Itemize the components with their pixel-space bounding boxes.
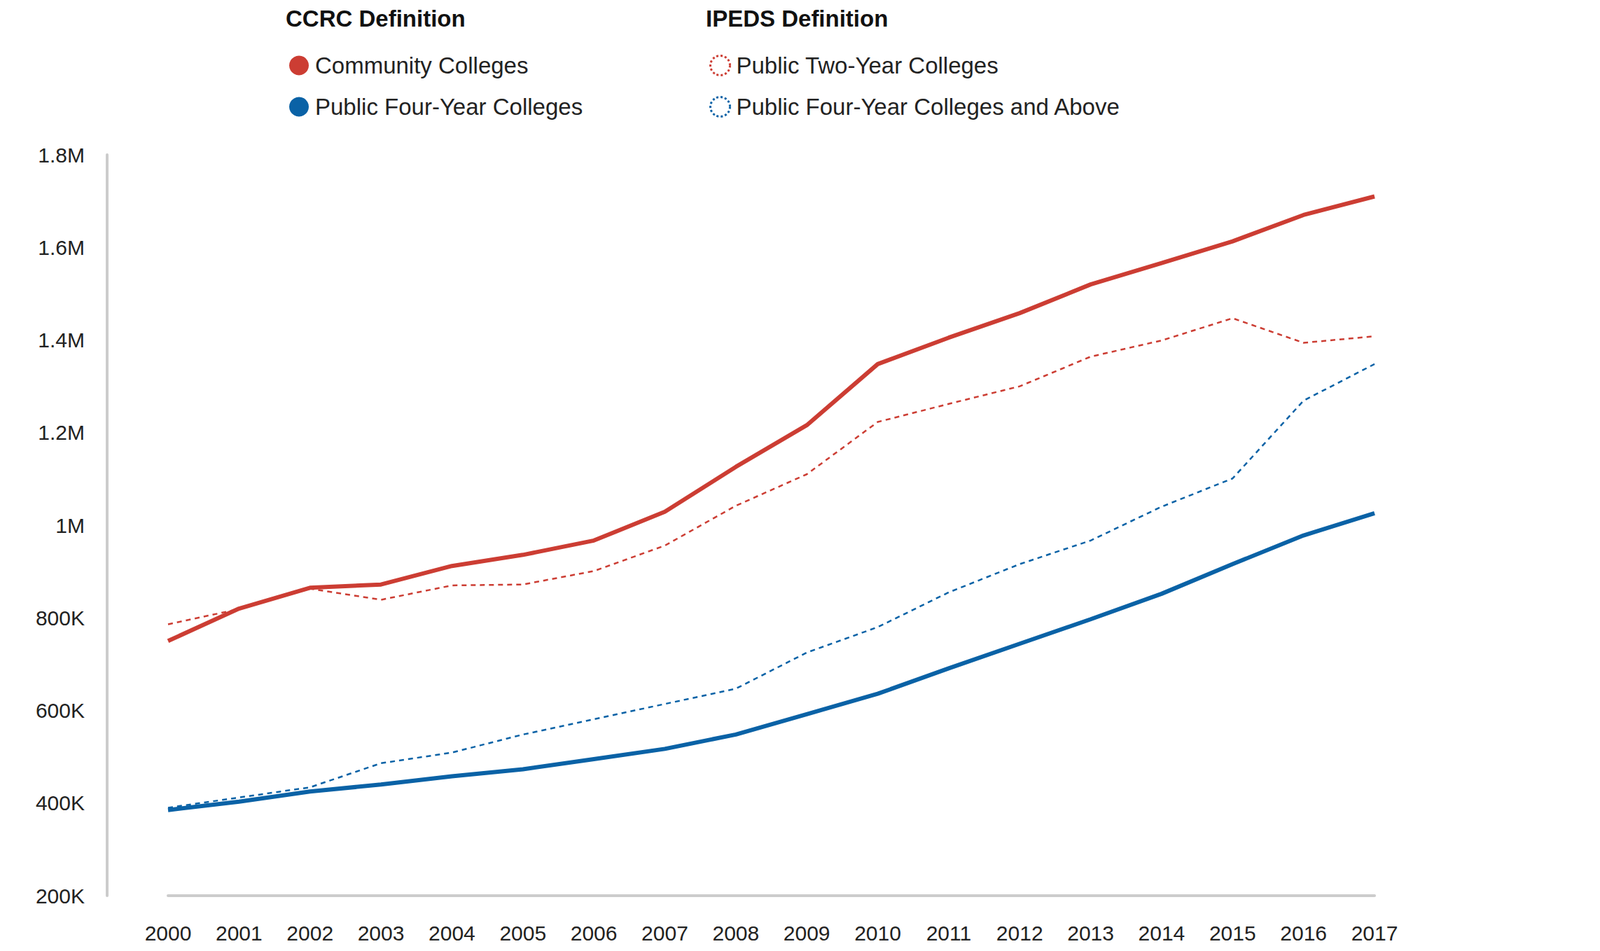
svg-text:2006: 2006 [570, 921, 618, 945]
svg-text:2017: 2017 [1351, 921, 1399, 945]
svg-text:Public Four-Year Colleges and: Public Four-Year Colleges and Above [736, 93, 1120, 120]
svg-text:2008: 2008 [712, 921, 760, 945]
svg-text:1.6M: 1.6M [37, 235, 85, 260]
svg-text:2011: 2011 [926, 921, 972, 945]
svg-text:2000: 2000 [144, 921, 192, 945]
svg-text:CCRC Definition: CCRC Definition [285, 5, 466, 32]
svg-text:2002: 2002 [286, 921, 334, 945]
svg-text:1M: 1M [55, 513, 85, 538]
svg-text:200K: 200K [35, 884, 85, 908]
svg-text:1.2M: 1.2M [37, 420, 85, 444]
svg-text:2015: 2015 [1209, 921, 1257, 945]
svg-text:2004: 2004 [428, 921, 476, 945]
svg-text:2003: 2003 [357, 921, 405, 945]
svg-text:2012: 2012 [996, 921, 1044, 945]
svg-text:600K: 600K [35, 698, 85, 722]
svg-text:2001: 2001 [215, 921, 263, 945]
svg-text:2009: 2009 [783, 921, 831, 945]
svg-text:2005: 2005 [499, 921, 547, 945]
svg-text:Public Four-Year Colleges: Public Four-Year Colleges [315, 93, 583, 120]
svg-text:2010: 2010 [854, 921, 902, 945]
svg-text:Public Two-Year Colleges: Public Two-Year Colleges [736, 52, 999, 79]
svg-text:Community Colleges: Community Colleges [315, 52, 528, 79]
svg-text:1.4M: 1.4M [37, 328, 85, 352]
svg-text:2016: 2016 [1280, 921, 1327, 945]
svg-text:1.8M: 1.8M [37, 143, 85, 167]
svg-text:400K: 400K [35, 791, 85, 815]
svg-text:IPEDS Definition: IPEDS Definition [705, 5, 888, 32]
svg-text:2007: 2007 [641, 921, 689, 945]
svg-text:2014: 2014 [1138, 921, 1186, 945]
svg-text:2013: 2013 [1067, 921, 1115, 945]
svg-text:800K: 800K [35, 606, 85, 630]
